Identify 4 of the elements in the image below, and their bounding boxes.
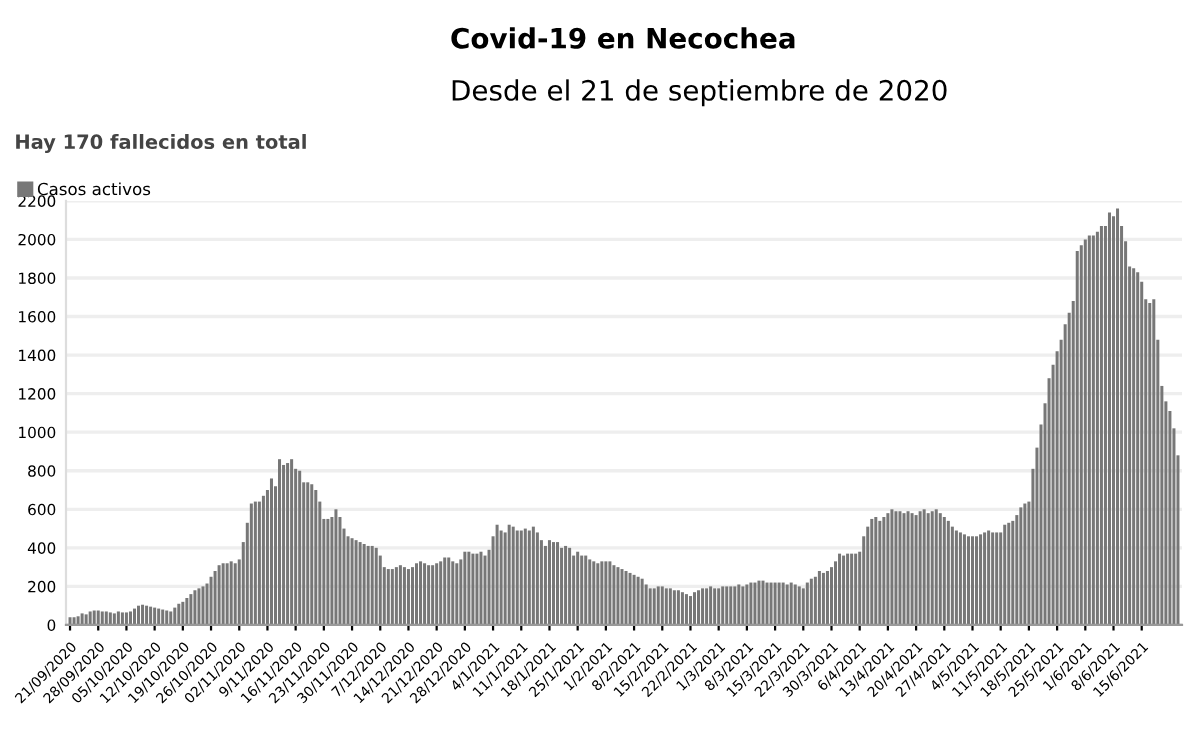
- legend-label: Casos activos: [37, 182, 151, 196]
- text: Hay 170 fallecidos en total: [16, 134, 306, 153]
- chart-title: Covid-19 en Necochea: [451, 27, 795, 49]
- chart-subtitle: Desde el 21 de septiembre de 2020: [452, 79, 947, 107]
